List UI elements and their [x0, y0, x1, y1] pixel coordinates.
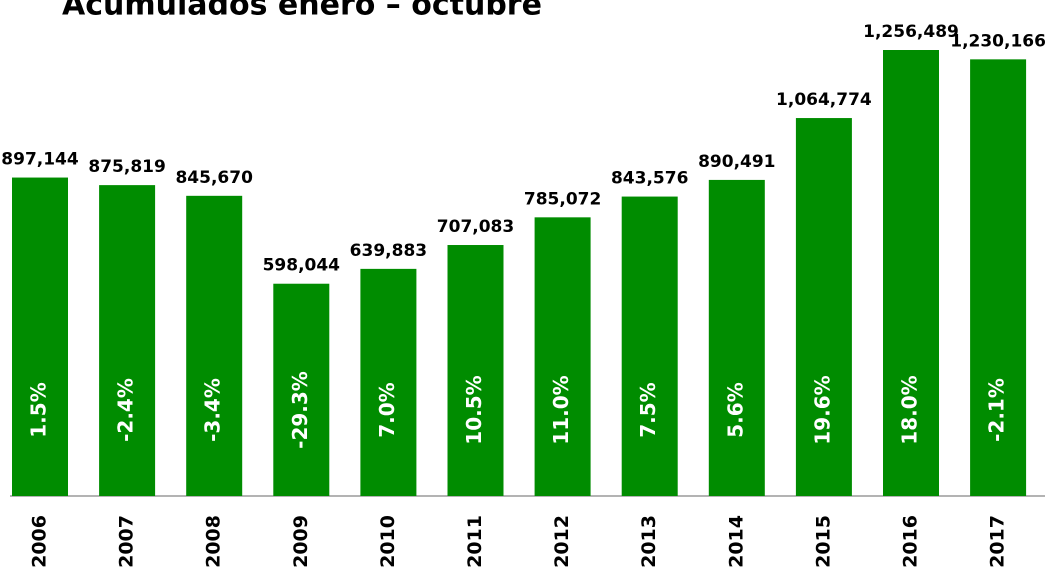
- value-label: 639,883: [350, 241, 427, 261]
- value-label: 1,064,774: [776, 90, 872, 110]
- x-tick-label: 2007: [116, 515, 138, 568]
- x-tick-label: 2006: [29, 515, 51, 568]
- x-tick-label: 2014: [725, 515, 747, 568]
- x-tick-label: 2015: [812, 515, 834, 568]
- x-tick-label: 2010: [377, 515, 399, 568]
- value-label: 875,819: [88, 157, 165, 177]
- growth-label: -2.4%: [114, 378, 138, 442]
- value-label: 897,144: [1, 150, 79, 170]
- x-tick-label: 2013: [638, 515, 660, 568]
- value-label: 1,230,166: [950, 31, 1046, 51]
- bar: [883, 50, 939, 496]
- value-label: 785,072: [524, 189, 601, 209]
- value-label: 890,491: [698, 152, 775, 172]
- growth-label: 1.5%: [27, 382, 51, 437]
- bar: [970, 59, 1027, 497]
- growth-label: -29.3%: [288, 371, 312, 449]
- growth-label: -2.1%: [985, 378, 1009, 442]
- bar: [534, 217, 591, 496]
- x-tick-label: 2012: [551, 515, 573, 568]
- x-tick-label: 2011: [464, 515, 486, 568]
- bar: [447, 245, 504, 496]
- bar: [186, 195, 243, 496]
- growth-label: 19.6%: [810, 375, 834, 444]
- value-label: 707,083: [437, 217, 514, 237]
- growth-label: 7.5%: [636, 382, 660, 437]
- bar: [360, 268, 417, 496]
- growth-label: 7.0%: [375, 382, 399, 437]
- chart-title: Acumulados enero – octubre: [62, 0, 542, 23]
- bar: [12, 177, 68, 496]
- growth-label: -3.4%: [201, 378, 225, 442]
- value-label: 845,670: [175, 168, 253, 188]
- bar: [621, 196, 678, 496]
- x-tick-label: 2016: [900, 515, 922, 568]
- bar: [273, 283, 330, 496]
- growth-label: 18.0%: [898, 375, 922, 444]
- bar: [99, 185, 156, 496]
- x-tick-label: 2008: [203, 515, 225, 568]
- growth-label: 5.6%: [723, 382, 747, 437]
- growth-label: 10.5%: [462, 375, 486, 444]
- bar: [708, 179, 765, 496]
- x-tick-label: 2009: [290, 515, 312, 568]
- bar: [795, 118, 852, 496]
- x-tick-label: 2017: [987, 515, 1009, 568]
- growth-label: 11.0%: [549, 375, 573, 444]
- value-label: 843,576: [611, 169, 688, 189]
- value-label: 1,256,489: [863, 22, 959, 42]
- value-label: 598,044: [263, 256, 341, 276]
